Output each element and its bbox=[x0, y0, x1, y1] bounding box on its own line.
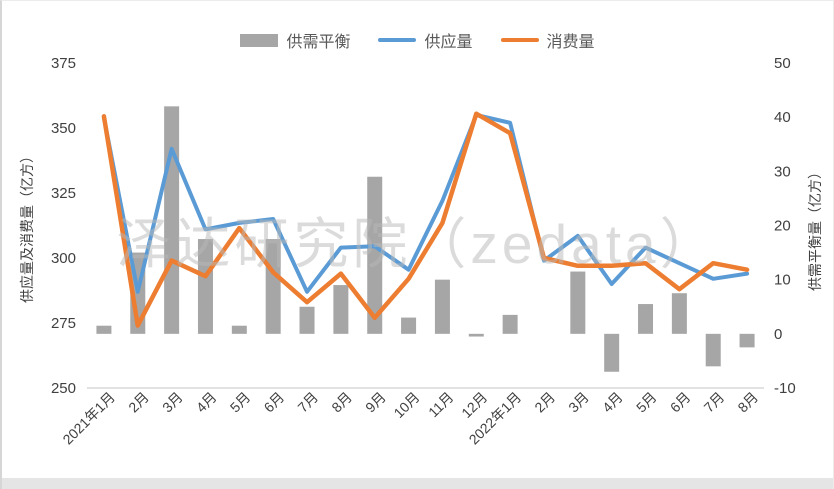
legend-item-balance: 供需平衡 bbox=[240, 28, 350, 52]
legend-label-balance: 供需平衡 bbox=[286, 34, 351, 51]
bar-2021年1月 bbox=[96, 325, 112, 334]
x-tick-8月: 8月 bbox=[734, 389, 761, 416]
right-tick--10: -10 bbox=[774, 380, 796, 397]
bar-7月 bbox=[705, 333, 721, 367]
bar-12月 bbox=[468, 333, 484, 337]
x-tick-11月: 11月 bbox=[425, 389, 456, 420]
bar-9月 bbox=[367, 176, 383, 334]
x-tick-2月: 2月 bbox=[125, 389, 152, 416]
right-tick-10: 10 bbox=[774, 272, 791, 289]
x-tick-4月: 4月 bbox=[599, 389, 626, 416]
right-tick-0: 0 bbox=[774, 326, 782, 343]
legend-label-consumption: 消费量 bbox=[546, 34, 595, 51]
bar-3月 bbox=[164, 106, 180, 334]
bar-6月 bbox=[671, 293, 687, 334]
供应量-line bbox=[101, 113, 750, 294]
bar-4月 bbox=[604, 333, 620, 372]
bottom-edge-strip bbox=[2, 478, 833, 489]
消费量-line bbox=[101, 111, 750, 328]
x-tick-7月: 7月 bbox=[294, 389, 321, 416]
legend-item-consumption: 消费量 bbox=[500, 28, 595, 52]
x-tick-6月: 6月 bbox=[667, 389, 694, 416]
consumption-line-swatch bbox=[500, 38, 539, 42]
x-tick-7月: 7月 bbox=[701, 389, 728, 416]
bar-10月 bbox=[401, 317, 417, 334]
bar-5月 bbox=[638, 304, 654, 334]
right-tick-50: 50 bbox=[774, 55, 791, 72]
x-tick-2月: 2月 bbox=[531, 389, 558, 416]
bar-7月 bbox=[299, 306, 315, 334]
right-tick-30: 30 bbox=[774, 163, 791, 180]
left-tick-275: 275 bbox=[51, 315, 76, 332]
left-tick-325: 325 bbox=[51, 185, 76, 202]
legend-item-supply: 供应量 bbox=[378, 28, 473, 52]
bar-4月 bbox=[197, 239, 213, 334]
left-tick-375: 375 bbox=[51, 55, 76, 72]
x-tick-2021年1月: 2021年1月 bbox=[59, 389, 118, 448]
right-tick-20: 20 bbox=[774, 218, 791, 235]
x-tick-4月: 4月 bbox=[193, 389, 220, 416]
right-tick-40: 40 bbox=[774, 109, 791, 126]
x-tick-5月: 5月 bbox=[633, 389, 660, 416]
x-tick-5月: 5月 bbox=[227, 389, 254, 416]
bar-8月 bbox=[333, 285, 349, 334]
bar-11月 bbox=[434, 279, 450, 334]
x-tick-9月: 9月 bbox=[362, 389, 389, 416]
left-tick-350: 350 bbox=[51, 120, 76, 137]
bar-3月 bbox=[570, 271, 586, 334]
left-tick-300: 300 bbox=[51, 250, 76, 267]
supply-line-swatch bbox=[378, 38, 417, 42]
chart-legend: 供需平衡 供应量 消费量 bbox=[2, 28, 833, 52]
legend-label-supply: 供应量 bbox=[424, 34, 473, 51]
x-tick-8月: 8月 bbox=[328, 389, 355, 416]
bar-6月 bbox=[265, 239, 281, 334]
left-tick-250: 250 bbox=[51, 380, 76, 397]
bar-5月 bbox=[231, 325, 247, 334]
x-tick-3月: 3月 bbox=[565, 389, 592, 416]
bar-2022年1月 bbox=[502, 314, 518, 334]
balance-bar-swatch bbox=[240, 33, 279, 47]
bar-8月 bbox=[739, 333, 755, 348]
x-tick-10月: 10月 bbox=[390, 389, 422, 421]
x-tick-6月: 6月 bbox=[261, 389, 288, 416]
x-tick-3月: 3月 bbox=[159, 389, 186, 416]
